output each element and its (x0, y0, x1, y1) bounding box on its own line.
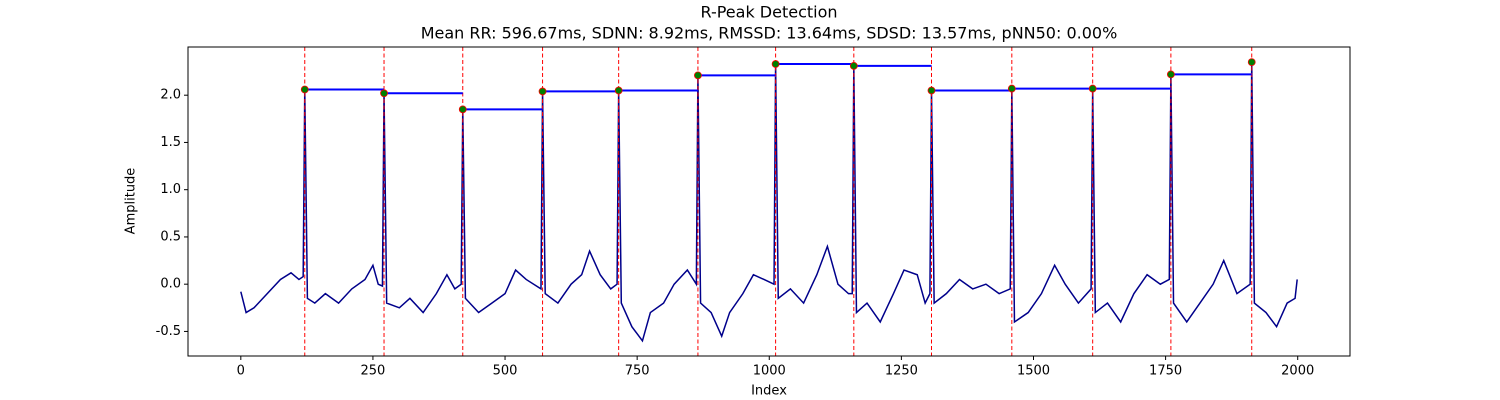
peak-point (1007, 84, 1016, 93)
y-tick-label: 1.5 (160, 135, 181, 150)
x-tick-label: 500 (493, 364, 518, 379)
plot-frame (187, 46, 1351, 357)
x-tick-label: 250 (361, 364, 386, 379)
peak-point (694, 71, 702, 80)
peak-point (614, 86, 623, 95)
peak-point (458, 105, 467, 114)
peak-point (927, 86, 936, 95)
y-tick-label: -0.5 (156, 324, 181, 339)
y-axis-label: Amplitude (124, 168, 139, 235)
y-tick-label: 0.5 (160, 229, 181, 244)
peak-point (1247, 58, 1256, 67)
chart-subtitle: Mean RR: 596.67ms, SDNN: 8.92ms, RMSSD: … (421, 24, 1118, 43)
signal-line (240, 62, 1298, 343)
x-tick-label: 1250 (885, 364, 918, 379)
chart-title: R-Peak Detection (700, 3, 837, 22)
x-tick-label: 0 (237, 364, 245, 379)
x-axis-label: Index (751, 384, 787, 399)
y-tick-label: 0.0 (160, 277, 181, 292)
peak-point (380, 89, 388, 98)
peak-point (1088, 84, 1097, 93)
x-tick-label: 2000 (1281, 364, 1314, 379)
peak-point (300, 85, 309, 94)
x-tick-label: 1750 (1149, 364, 1182, 379)
peak-point (771, 60, 780, 68)
x-tick-label: 750 (625, 364, 650, 379)
x-tick-label: 1500 (1017, 364, 1050, 379)
peak-point (1166, 70, 1175, 79)
peak-point (849, 61, 858, 70)
y-tick-label: 2.0 (160, 88, 181, 103)
y-tick-label: 1.0 (160, 182, 181, 197)
x-tick-label: 1000 (753, 364, 786, 379)
peak-point (538, 87, 547, 96)
